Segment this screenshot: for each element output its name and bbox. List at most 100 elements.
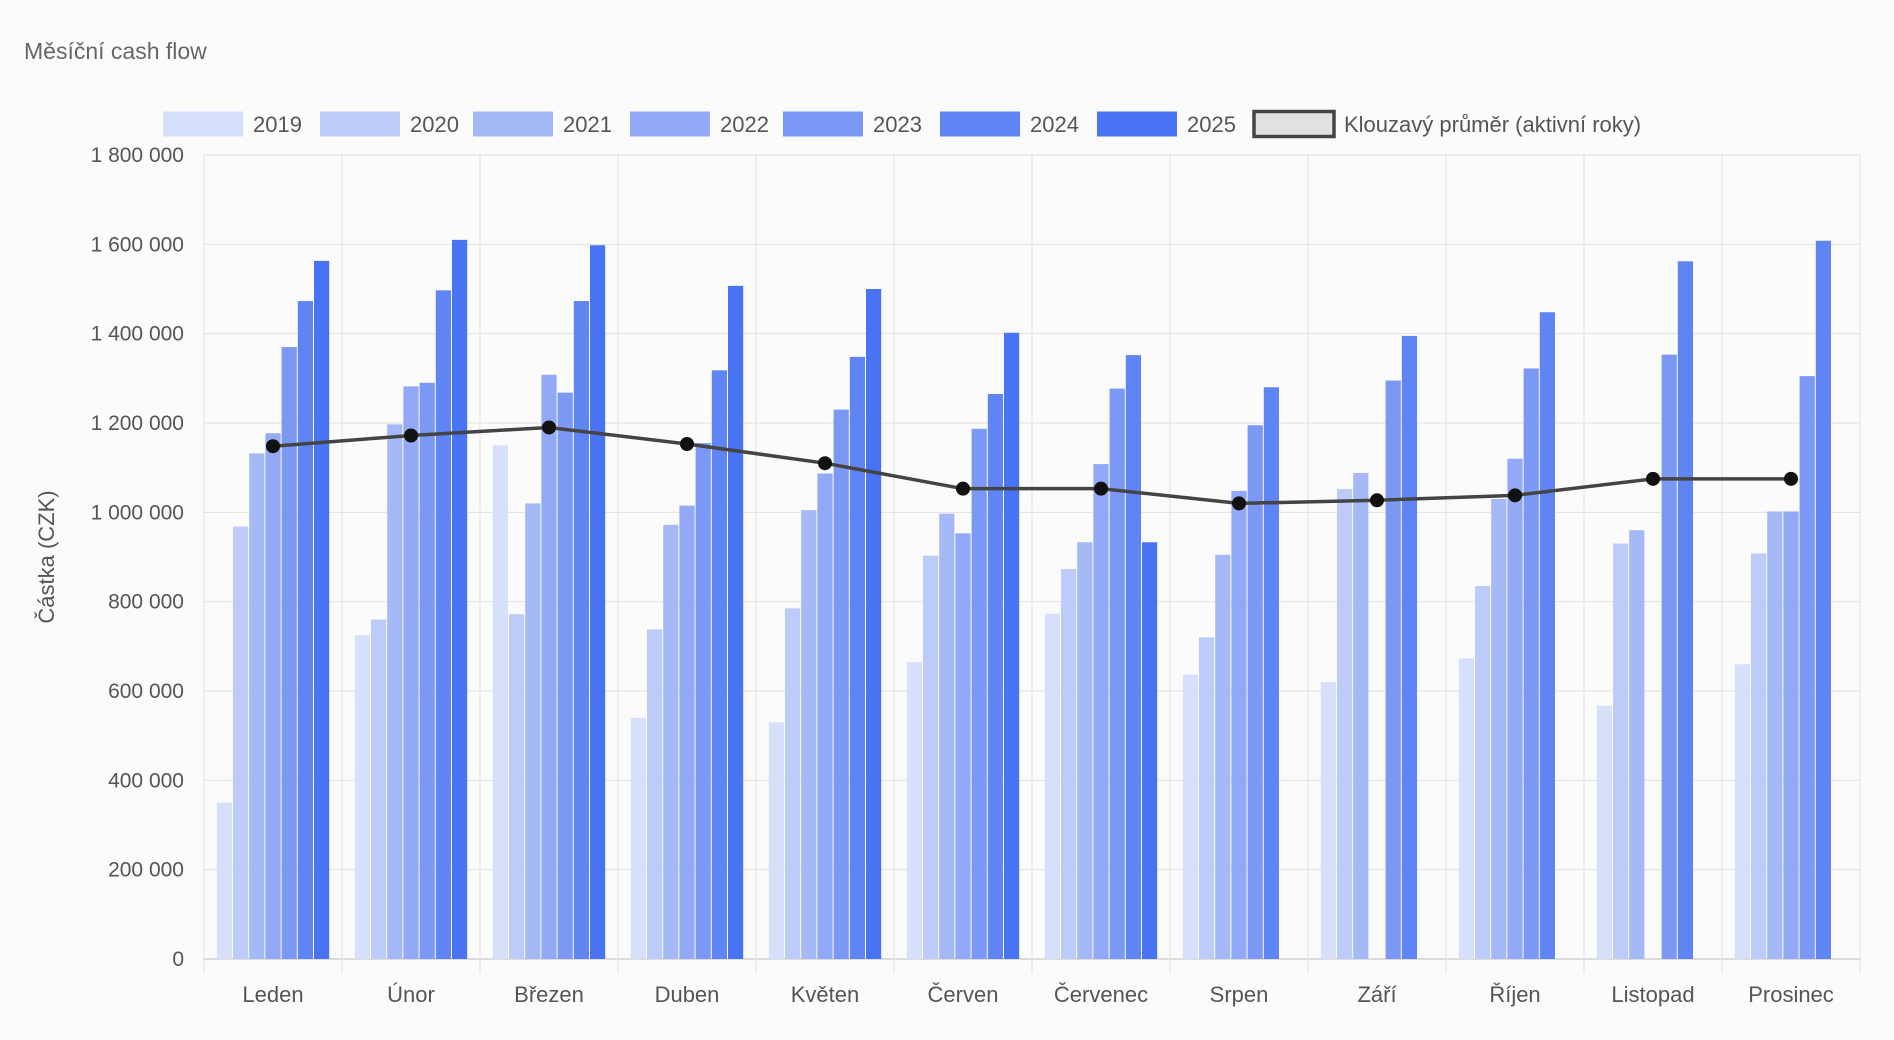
bar-2019-3 bbox=[630, 717, 646, 959]
moving-average-point-8 bbox=[1370, 493, 1384, 508]
bar-2022-3 bbox=[679, 505, 695, 959]
moving-average-point-7 bbox=[1232, 496, 1246, 511]
bar-2024-7 bbox=[1263, 387, 1279, 959]
bar-2019-2 bbox=[492, 445, 508, 959]
bar-2024-6 bbox=[1125, 355, 1141, 959]
y-tick-label: 400 000 bbox=[108, 769, 184, 792]
bar-2025-3 bbox=[728, 285, 744, 960]
bar-2024-10 bbox=[1677, 261, 1693, 960]
bar-2020-8 bbox=[1337, 489, 1353, 959]
bar-2021-2 bbox=[525, 503, 541, 959]
bar-2021-1 bbox=[387, 424, 403, 960]
legend-swatch bbox=[163, 111, 243, 137]
bar-2025-1 bbox=[452, 239, 468, 959]
y-tick-label: 1 000 000 bbox=[91, 501, 184, 524]
x-tick-label: Listopad bbox=[1611, 982, 1694, 1007]
legend-swatch bbox=[320, 111, 400, 137]
bar-2020-1 bbox=[371, 619, 387, 959]
bar-2021-4 bbox=[801, 510, 817, 959]
bar-2019-7 bbox=[1182, 674, 1198, 959]
bar-2020-4 bbox=[785, 608, 801, 959]
x-tick-label: Říjen bbox=[1489, 982, 1540, 1007]
legend-label: 2022 bbox=[720, 112, 769, 137]
legend-item-2023: 2023 bbox=[783, 111, 922, 137]
bar-2021-8 bbox=[1353, 473, 1369, 959]
bar-2021-5 bbox=[939, 513, 955, 959]
bar-2021-0 bbox=[249, 453, 265, 959]
x-tick-label: Duben bbox=[655, 982, 720, 1007]
chart-title: Měsíční cash flow bbox=[24, 38, 207, 64]
bar-2022-6 bbox=[1093, 464, 1109, 959]
bar-2019-8 bbox=[1320, 682, 1336, 959]
moving-average-point-5 bbox=[956, 481, 970, 496]
moving-average-point-4 bbox=[818, 456, 832, 471]
bar-2023-1 bbox=[419, 382, 435, 959]
bar-2024-2 bbox=[573, 301, 589, 959]
bar-2023-10 bbox=[1661, 354, 1677, 959]
bar-2021-6 bbox=[1077, 542, 1093, 959]
moving-average-line bbox=[272, 425, 1791, 506]
y-axis-label: Částka (CZK) bbox=[34, 490, 59, 623]
legend-label: 2024 bbox=[1030, 112, 1079, 137]
bar-2023-6 bbox=[1109, 388, 1125, 959]
bar-2022-9 bbox=[1507, 458, 1523, 959]
legend-swatch bbox=[783, 111, 863, 137]
moving-average-point-9 bbox=[1508, 488, 1522, 503]
bar-2022-2 bbox=[541, 374, 557, 959]
bar-2024-8 bbox=[1401, 335, 1417, 959]
moving-average-point-11 bbox=[1784, 471, 1798, 486]
moving-average-point-0 bbox=[266, 439, 280, 454]
bar-2024-4 bbox=[849, 356, 865, 960]
bar-2019-10 bbox=[1596, 705, 1612, 959]
bar-2023-11 bbox=[1799, 376, 1815, 960]
bar-2024-0 bbox=[297, 301, 313, 959]
bar-2025-2 bbox=[590, 245, 606, 959]
bar-2019-6 bbox=[1044, 613, 1060, 959]
y-tick-label: 600 000 bbox=[108, 680, 184, 703]
legend-item-2024: 2024 bbox=[940, 111, 1079, 137]
legend-label: 2020 bbox=[410, 112, 459, 137]
bar-2021-9 bbox=[1491, 498, 1507, 959]
bar-2019-0 bbox=[216, 802, 232, 959]
bar-2019-11 bbox=[1734, 664, 1750, 959]
legend-label: 2025 bbox=[1187, 112, 1236, 137]
x-tick-label: Červen bbox=[928, 982, 999, 1007]
legend-label: Klouzavý průměr (aktivní roky) bbox=[1344, 112, 1641, 137]
y-tick-label: 1 400 000 bbox=[91, 323, 184, 346]
bar-2020-10 bbox=[1613, 543, 1629, 959]
legend-label: 2023 bbox=[873, 112, 922, 137]
y-tick-label: 1 800 000 bbox=[91, 144, 184, 167]
x-tick-label: Leden bbox=[242, 982, 303, 1007]
legend-item-2021: 2021 bbox=[473, 111, 612, 137]
bar-2023-5 bbox=[971, 428, 987, 960]
bar-2023-7 bbox=[1247, 425, 1263, 959]
y-tick-label: 200 000 bbox=[108, 859, 184, 882]
y-tick-label: 1 200 000 bbox=[91, 412, 184, 435]
bar-2024-11 bbox=[1815, 240, 1831, 959]
bar-2024-3 bbox=[711, 370, 727, 959]
bar-2022-7 bbox=[1231, 490, 1247, 959]
legend-item-2025: 2025 bbox=[1097, 111, 1236, 137]
bar-2021-7 bbox=[1215, 554, 1231, 959]
bar-2019-9 bbox=[1458, 658, 1474, 959]
legend-swatch bbox=[1097, 111, 1177, 137]
bar-2022-4 bbox=[817, 473, 833, 959]
bar-2019-4 bbox=[768, 722, 784, 959]
bar-2023-3 bbox=[695, 443, 711, 960]
legend-item-2022: 2022 bbox=[630, 111, 769, 137]
bar-2020-5 bbox=[923, 555, 939, 959]
bar-2020-2 bbox=[509, 614, 525, 959]
bar-2023-8 bbox=[1385, 380, 1401, 960]
bar-2019-1 bbox=[354, 635, 370, 959]
x-tick-label: Srpen bbox=[1210, 982, 1269, 1007]
x-tick-label: Červenec bbox=[1054, 982, 1148, 1007]
moving-average-point-6 bbox=[1094, 481, 1108, 496]
bar-2022-11 bbox=[1783, 511, 1799, 959]
x-tick-label: Únor bbox=[387, 982, 435, 1007]
bar-2020-11 bbox=[1751, 553, 1767, 959]
legend-swatch bbox=[940, 111, 1020, 137]
bar-2025-5 bbox=[1004, 332, 1020, 960]
bar-2023-9 bbox=[1523, 368, 1539, 959]
bar-2023-2 bbox=[557, 392, 573, 959]
bar-2023-0 bbox=[281, 347, 297, 960]
